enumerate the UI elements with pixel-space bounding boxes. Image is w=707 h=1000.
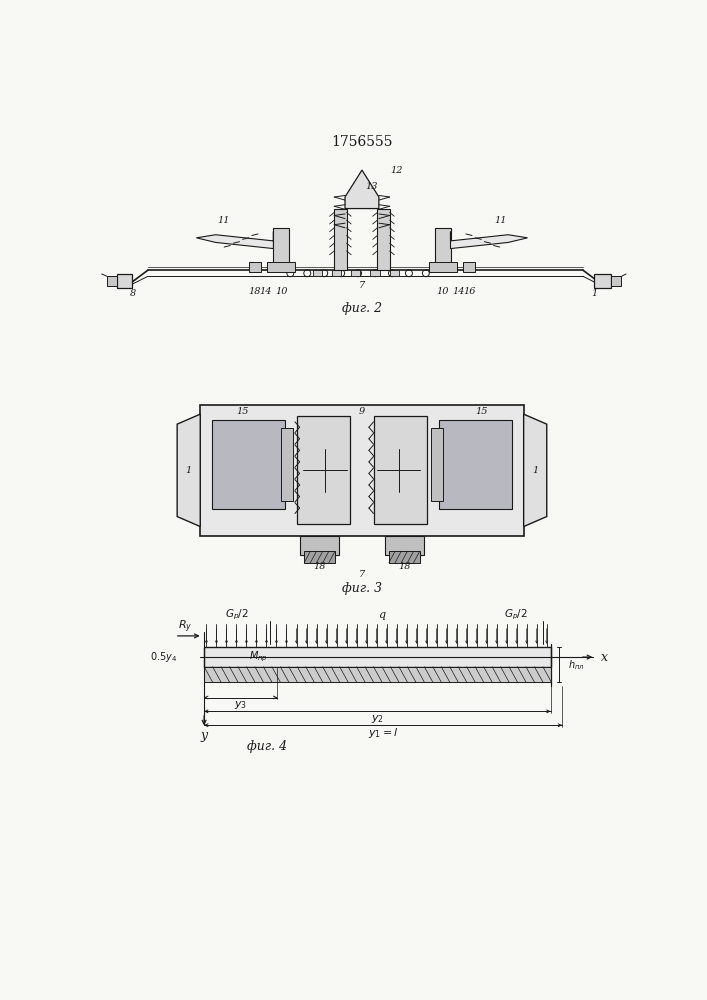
Text: 1: 1 [532, 466, 538, 475]
Text: 10: 10 [275, 287, 287, 296]
Text: 16: 16 [464, 287, 476, 296]
Bar [300, 536, 339, 555]
Bar [435, 228, 450, 270]
Text: 15: 15 [475, 407, 488, 416]
Bar [351, 270, 361, 276]
Text: 18: 18 [248, 287, 260, 296]
Text: y: y [201, 730, 208, 742]
Bar [204, 647, 551, 667]
Circle shape [378, 449, 421, 492]
Bar [463, 262, 475, 272]
Text: 1756555: 1756555 [331, 135, 392, 149]
Polygon shape [524, 414, 547, 527]
Bar [312, 270, 322, 276]
Text: 11: 11 [494, 216, 507, 225]
Text: x: x [601, 651, 607, 664]
Text: фиг. 2: фиг. 2 [342, 302, 382, 315]
Bar [378, 209, 390, 270]
Bar [431, 428, 443, 501]
Bar [595, 274, 612, 288]
Bar [334, 209, 346, 270]
Text: 1: 1 [185, 466, 192, 475]
Bar [107, 276, 117, 286]
Text: фиг. 3: фиг. 3 [342, 582, 382, 595]
Bar [200, 405, 524, 536]
Bar [249, 262, 261, 272]
Polygon shape [450, 232, 527, 249]
Text: $0.5y_4$: $0.5y_4$ [150, 650, 177, 664]
Text: 8: 8 [129, 289, 136, 298]
Bar [332, 270, 341, 276]
Bar [274, 228, 288, 270]
Text: 10: 10 [436, 287, 449, 296]
Text: 15: 15 [236, 407, 249, 416]
Text: 7: 7 [359, 281, 365, 290]
Bar [373, 416, 428, 524]
Bar [204, 667, 551, 682]
Text: 1: 1 [591, 289, 597, 298]
Bar [385, 536, 423, 555]
Text: 18: 18 [313, 562, 326, 571]
Bar [439, 420, 512, 509]
Text: 14: 14 [259, 287, 272, 296]
Bar [267, 262, 295, 272]
Bar [390, 270, 399, 276]
Text: $G_p/2$: $G_p/2$ [226, 608, 249, 622]
Text: 11: 11 [217, 216, 230, 225]
Text: 12: 12 [390, 166, 403, 175]
Bar [389, 551, 420, 563]
Text: $y_2$: $y_2$ [371, 713, 384, 725]
Text: $y_3$: $y_3$ [234, 699, 247, 711]
Bar [117, 274, 132, 288]
Bar [429, 262, 457, 272]
Text: $y_1 = l$: $y_1 = l$ [368, 726, 399, 740]
Bar [370, 270, 380, 276]
Bar [296, 416, 351, 524]
Text: q: q [378, 610, 385, 620]
Text: 7: 7 [359, 570, 365, 579]
Text: 9: 9 [359, 407, 365, 416]
Bar [304, 551, 335, 563]
Polygon shape [345, 170, 379, 209]
Circle shape [303, 449, 346, 492]
Polygon shape [197, 232, 274, 249]
Text: $R_y$: $R_y$ [178, 618, 193, 635]
Text: $h_{пл}$: $h_{пл}$ [568, 658, 584, 672]
Text: $G_p/2$: $G_p/2$ [504, 608, 527, 622]
Text: фиг. 4: фиг. 4 [247, 740, 287, 753]
Bar [212, 420, 285, 509]
Text: 13: 13 [365, 182, 378, 191]
Text: 14: 14 [452, 287, 464, 296]
Bar [281, 428, 293, 501]
Polygon shape [177, 414, 200, 527]
Bar [612, 276, 621, 286]
Text: $M_{пр}$: $M_{пр}$ [249, 649, 267, 664]
Text: 18: 18 [398, 562, 411, 571]
